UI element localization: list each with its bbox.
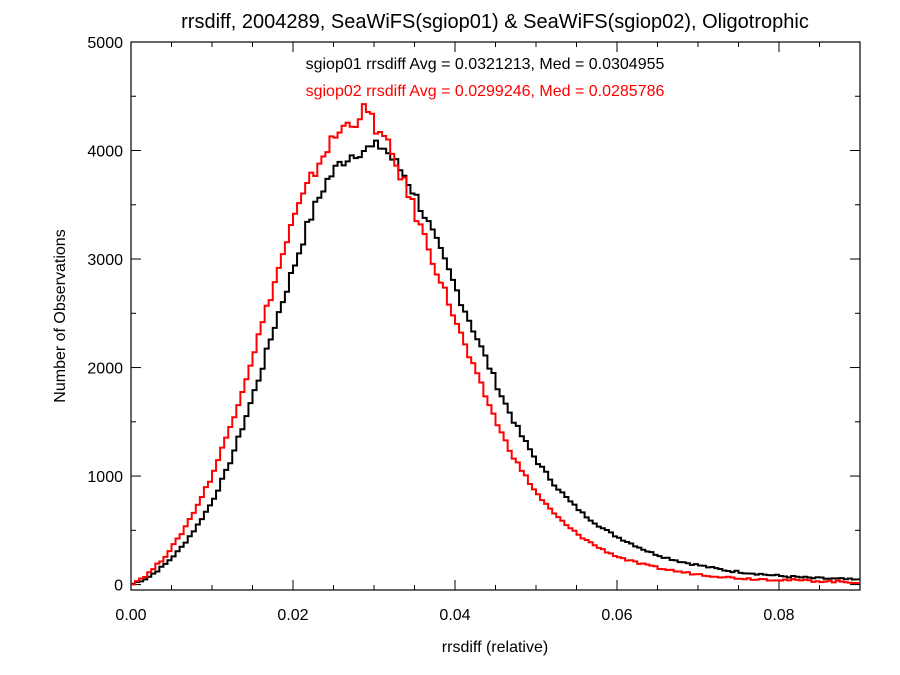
y-tick-label: 4000	[87, 144, 123, 161]
series-1-stats-label: sgiop01 rrsdiff Avg = 0.0321213, Med = 0…	[306, 56, 665, 73]
y-tick-label: 2000	[87, 361, 123, 378]
plot-border	[130, 41, 861, 591]
y-tick-label: 0	[114, 578, 123, 595]
x-tick-label: 0.08	[763, 607, 794, 624]
y-tick-label: 3000	[87, 252, 123, 269]
x-tick-label: 0.00	[115, 607, 146, 624]
series-2-line	[131, 103, 860, 586]
y-axis-ticks: 0 1000 2000 3000 4000 5000	[87, 35, 860, 595]
chart-title: rrsdiff, 2004289, SeaWiFS(sgiop01) & Sea…	[181, 11, 809, 33]
series-lines	[131, 103, 860, 586]
series-2-stats-label: sgiop02 rrsdiff Avg = 0.0299246, Med = 0…	[306, 83, 665, 100]
y-axis-label: Number of Observations	[52, 229, 69, 402]
x-tick-label: 0.04	[439, 607, 470, 624]
plot-frame	[130, 41, 861, 591]
y-tick-label: 1000	[87, 469, 123, 486]
x-axis-label: rrsdiff (relative)	[442, 639, 548, 656]
x-tick-label: 0.02	[277, 607, 308, 624]
y-tick-label: 5000	[87, 35, 123, 52]
series-1-line	[131, 139, 860, 585]
x-tick-label: 0.06	[601, 607, 632, 624]
x-axis-ticks: 0.00 0.02 0.04 0.06 0.08	[115, 42, 861, 624]
